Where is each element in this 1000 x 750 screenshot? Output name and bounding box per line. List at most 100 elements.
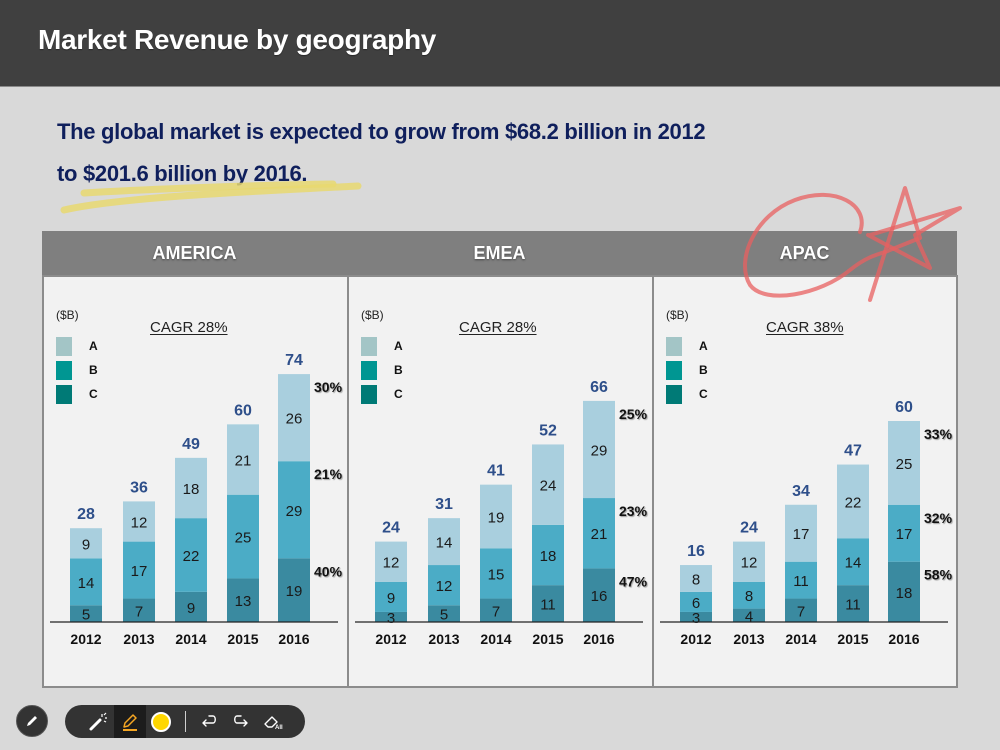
legend-item-a: A xyxy=(666,334,708,358)
bar-segment-c-2015 xyxy=(227,578,259,622)
bar-segment-b-2016 xyxy=(888,504,920,562)
bar-segment-a-2016 xyxy=(278,374,310,462)
region-title-apac: APAC xyxy=(779,243,830,263)
bar-total-label: 74 xyxy=(285,352,303,369)
toolbar-separator xyxy=(185,711,186,732)
bar-total-label: 24 xyxy=(382,520,400,537)
segment-value-label: 9 xyxy=(82,536,90,553)
x-axis-tick-label: 2012 xyxy=(70,631,101,647)
segment-cagr-label-a: 30% xyxy=(314,379,343,395)
legend-item-c: C xyxy=(361,382,403,406)
segment-value-label: 12 xyxy=(741,555,758,572)
legend-swatch-c xyxy=(361,384,377,404)
segment-value-label: 7 xyxy=(492,603,500,620)
bar-segment-b-2015 xyxy=(532,524,564,586)
legend-item-c: C xyxy=(666,382,708,406)
legend-item-b: B xyxy=(361,358,403,382)
segment-value-label: 19 xyxy=(488,509,505,526)
bar-segment-b-2013 xyxy=(733,581,765,609)
segment-value-label: 18 xyxy=(896,585,913,602)
segment-value-label: 17 xyxy=(896,526,913,543)
bar-segment-b-2014 xyxy=(175,518,207,592)
pen-tool-button[interactable] xyxy=(114,705,146,738)
legend-swatch-b xyxy=(361,360,377,380)
segment-value-label: 29 xyxy=(286,503,303,520)
segment-value-label: 17 xyxy=(131,563,148,580)
pencil-icon xyxy=(123,713,137,731)
segment-value-label: 15 xyxy=(488,566,505,583)
legend-item-a: A xyxy=(361,334,403,358)
segment-cagr-label-b: 23% xyxy=(619,503,648,519)
bar-segment-c-2013 xyxy=(123,598,155,622)
bar-segment-a-2014 xyxy=(480,484,512,549)
segment-value-label: 21 xyxy=(235,453,252,470)
legend-item-b: B xyxy=(56,358,98,382)
bar-segment-a-2016 xyxy=(583,400,615,499)
bar-segment-b-2015 xyxy=(227,494,259,579)
bar-segment-c-2016 xyxy=(583,568,615,622)
slide-subtitle: The global market is expected to grow fr… xyxy=(57,111,817,195)
color-picker-button[interactable] xyxy=(145,705,177,738)
legend-swatch-a xyxy=(56,336,72,356)
chart-panel-emea: ($B) CAGR 28% A B C 3 9 12 24 2012 5 12 14 31 201… xyxy=(347,275,654,688)
segment-value-label: 11 xyxy=(540,597,556,614)
segment-value-label: 12 xyxy=(383,555,400,572)
legend-swatch-b xyxy=(56,360,72,380)
bar-total-label: 28 xyxy=(77,506,95,523)
segment-value-label: 11 xyxy=(845,597,861,614)
bar-total-label: 49 xyxy=(182,436,200,453)
bar-segment-b-2013 xyxy=(428,565,460,606)
x-axis-tick-label: 2013 xyxy=(733,631,764,647)
subtitle-line-1: The global market is expected to grow fr… xyxy=(57,119,706,144)
segment-value-label: 8 xyxy=(692,571,700,588)
segment-cagr-label-c: 58% xyxy=(924,567,953,583)
legend: A B C xyxy=(361,334,403,406)
segment-value-label: 7 xyxy=(135,603,143,620)
laser-pointer-button[interactable] xyxy=(82,705,114,738)
x-axis-tick-label: 2016 xyxy=(888,631,919,647)
chart-panel-america: ($B) CAGR 28% A B C 5 14 9 28 2012 7 17 12 36 201… xyxy=(42,275,349,688)
erase-all-label: All xyxy=(275,725,283,731)
legend: A B C xyxy=(666,334,708,406)
bar-segment-b-2012 xyxy=(70,558,102,606)
stacked-bar-chart-emea: 3 9 12 24 2012 5 12 14 31 2013 7 15 19 41 2014 11 18 24 52… xyxy=(355,379,648,647)
region-title-emea: EMEA xyxy=(473,243,526,263)
segment-value-label: 25 xyxy=(235,530,252,547)
color-dot-icon xyxy=(151,711,171,732)
legend: A B C xyxy=(56,334,98,406)
segment-value-label: 14 xyxy=(436,535,453,552)
bar-segment-a-2013 xyxy=(123,501,155,542)
eraser-all-icon: All xyxy=(264,715,283,731)
legend-item-a: A xyxy=(56,334,98,358)
segment-value-label: 11 xyxy=(793,573,809,590)
legend-swatch-a xyxy=(361,336,377,356)
pen-icon xyxy=(27,716,37,726)
bar-segment-a-2012 xyxy=(680,565,712,592)
bar-total-label: 16 xyxy=(687,543,705,560)
bar-segment-b-2014 xyxy=(785,561,817,599)
x-axis-tick-label: 2012 xyxy=(375,631,406,647)
bar-segment-c-2015 xyxy=(837,585,869,622)
redo-button[interactable] xyxy=(225,705,257,738)
bar-segment-c-2012 xyxy=(375,611,407,622)
bar-segment-c-2014 xyxy=(175,591,207,622)
segment-value-label: 8 xyxy=(745,588,753,605)
pen-menu-button[interactable] xyxy=(16,705,48,737)
segment-value-label: 29 xyxy=(591,442,608,459)
bar-total-label: 41 xyxy=(487,463,505,480)
bar-total-label: 60 xyxy=(234,402,252,419)
segment-value-label: 21 xyxy=(591,526,608,543)
bar-segment-b-2016 xyxy=(583,498,615,569)
bar-segment-a-2015 xyxy=(532,444,564,525)
title-bar: Market Revenue by geography xyxy=(0,0,1000,87)
bar-total-label: 52 xyxy=(539,422,557,439)
segment-value-label: 3 xyxy=(387,610,395,627)
x-axis-tick-label: 2013 xyxy=(428,631,459,647)
segment-value-label: 16 xyxy=(591,588,608,605)
erase-all-button[interactable]: All xyxy=(257,705,289,738)
undo-button[interactable] xyxy=(193,705,225,738)
segment-value-label: 5 xyxy=(440,607,448,624)
cagr-label: CAGR 28% xyxy=(150,319,228,336)
segment-value-label: 22 xyxy=(183,548,200,565)
bar-segment-b-2012 xyxy=(680,591,712,612)
